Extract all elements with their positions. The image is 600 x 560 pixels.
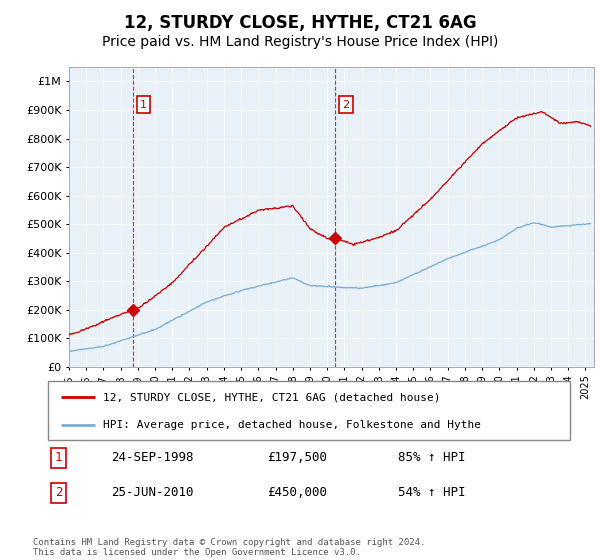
Text: 2: 2 [343, 100, 349, 110]
Text: Price paid vs. HM Land Registry's House Price Index (HPI): Price paid vs. HM Land Registry's House … [102, 35, 498, 49]
Text: 12, STURDY CLOSE, HYTHE, CT21 6AG (detached house): 12, STURDY CLOSE, HYTHE, CT21 6AG (detac… [103, 392, 440, 402]
Text: 54% ↑ HPI: 54% ↑ HPI [398, 486, 465, 500]
Text: £197,500: £197,500 [267, 451, 327, 464]
Text: 1: 1 [55, 451, 62, 464]
Text: £450,000: £450,000 [267, 486, 327, 500]
Text: 85% ↑ HPI: 85% ↑ HPI [398, 451, 465, 464]
Text: 2: 2 [55, 486, 62, 500]
Text: 24-SEP-1998: 24-SEP-1998 [110, 451, 193, 464]
Text: 25-JUN-2010: 25-JUN-2010 [110, 486, 193, 500]
Text: 1: 1 [140, 100, 147, 110]
Text: 12, STURDY CLOSE, HYTHE, CT21 6AG: 12, STURDY CLOSE, HYTHE, CT21 6AG [124, 14, 476, 32]
Text: Contains HM Land Registry data © Crown copyright and database right 2024.
This d: Contains HM Land Registry data © Crown c… [33, 538, 425, 557]
Text: HPI: Average price, detached house, Folkestone and Hythe: HPI: Average price, detached house, Folk… [103, 420, 481, 430]
FancyBboxPatch shape [48, 381, 570, 440]
